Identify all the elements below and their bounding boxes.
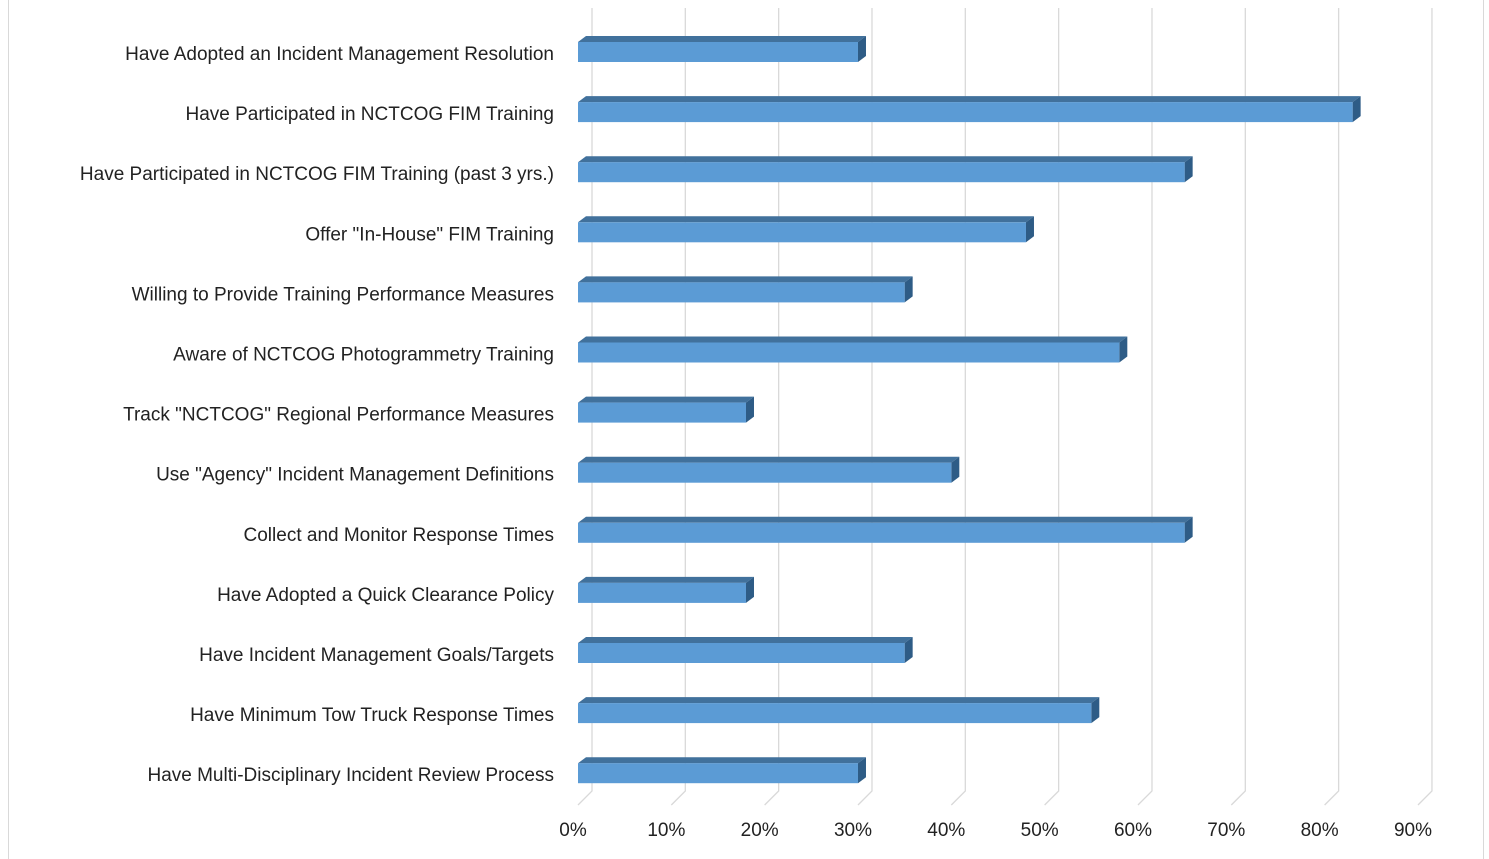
bar-side <box>857 36 866 62</box>
bar <box>578 276 913 303</box>
bar-front <box>578 42 858 62</box>
bar <box>578 637 913 663</box>
bar-side <box>1091 697 1100 724</box>
bar-side <box>1184 156 1193 183</box>
bar <box>578 576 754 603</box>
bar-side <box>904 637 913 663</box>
bar-top <box>578 396 754 403</box>
bar-top <box>578 637 913 643</box>
x-tick-label: 40% <box>927 820 965 841</box>
bar-front <box>578 703 1092 724</box>
bar-front <box>578 643 905 663</box>
bar-side <box>1025 216 1034 243</box>
y-tick-label: Aware of NCTCOG Photogrammetry Training <box>173 345 554 366</box>
grid-line <box>950 8 966 806</box>
bar-top <box>578 697 1100 704</box>
bar <box>578 396 754 423</box>
y-tick-label: Have Participated in NCTCOG FIM Training… <box>80 164 554 185</box>
bar-side <box>951 456 960 483</box>
bar <box>578 697 1100 724</box>
x-tick-label: 10% <box>647 820 685 841</box>
x-tick-label: 60% <box>1114 820 1152 841</box>
bar-top <box>578 336 1128 343</box>
x-tick-label: 70% <box>1207 820 1245 841</box>
grid-line <box>577 8 593 806</box>
bar-front <box>578 763 858 784</box>
x-tick-label: 30% <box>834 820 872 841</box>
grid-line <box>1137 8 1153 806</box>
x-tick-label: 90% <box>1394 820 1432 841</box>
y-tick-label: Have Adopted an Incident Management Reso… <box>125 44 554 65</box>
bar-front <box>578 402 746 423</box>
x-tick-label: 0% <box>559 820 587 841</box>
bar-side <box>745 396 754 423</box>
bar-front <box>578 582 746 603</box>
bar-front <box>578 462 952 483</box>
bar-front <box>578 342 1120 363</box>
bar-side <box>1184 516 1193 543</box>
y-tick-label: Use "Agency" Incident Management Definit… <box>156 465 554 486</box>
y-tick-label: Have Adopted a Quick Clearance Policy <box>217 585 554 606</box>
bar <box>578 757 866 784</box>
y-tick-label: Have Multi-Disciplinary Incident Review … <box>147 765 554 786</box>
bar-top <box>578 36 866 42</box>
bar-top <box>578 757 866 764</box>
bar <box>578 36 866 62</box>
x-tick-label: 20% <box>741 820 779 841</box>
bar <box>578 216 1034 243</box>
bar-front <box>578 282 905 303</box>
grid-line <box>1044 8 1060 806</box>
y-tick-label: Offer "In-House" FIM Training <box>305 224 554 245</box>
grid-line <box>857 8 873 806</box>
grid-line <box>1324 8 1340 806</box>
bar-top <box>578 156 1193 163</box>
bar-top <box>578 456 960 463</box>
grid-line <box>1417 8 1433 806</box>
bar-front <box>578 162 1185 183</box>
bar-side <box>904 276 913 303</box>
bar <box>578 456 960 483</box>
bar-top <box>578 276 913 283</box>
bar-front <box>578 522 1185 543</box>
y-tick-label: Have Minimum Tow Truck Response Times <box>190 705 554 726</box>
y-tick-label: Have Incident Management Goals/Targets <box>199 645 554 666</box>
grid-line <box>670 8 686 806</box>
bar-side <box>1119 336 1128 363</box>
bar-side <box>745 576 754 603</box>
bar <box>578 156 1193 183</box>
x-tick-label: 80% <box>1301 820 1339 841</box>
bar <box>578 96 1361 123</box>
y-tick-label: Have Participated in NCTCOG FIM Training <box>185 104 554 125</box>
bar-top <box>578 216 1034 223</box>
bar <box>578 336 1128 363</box>
bar <box>578 516 1193 543</box>
grid-line <box>1230 8 1246 806</box>
bar-top <box>578 516 1193 523</box>
bar-front <box>578 102 1353 123</box>
y-tick-label: Collect and Monitor Response Times <box>244 525 554 546</box>
bar-top <box>578 576 754 583</box>
grid-line <box>764 8 780 806</box>
y-tick-label: Willing to Provide Training Performance … <box>132 284 554 305</box>
bar-side <box>857 757 866 784</box>
bar-front <box>578 222 1026 243</box>
bar-top <box>578 96 1361 103</box>
x-tick-label: 50% <box>1021 820 1059 841</box>
bar-side <box>1352 96 1361 123</box>
y-tick-label: Track "NCTCOG" Regional Performance Meas… <box>123 405 554 426</box>
